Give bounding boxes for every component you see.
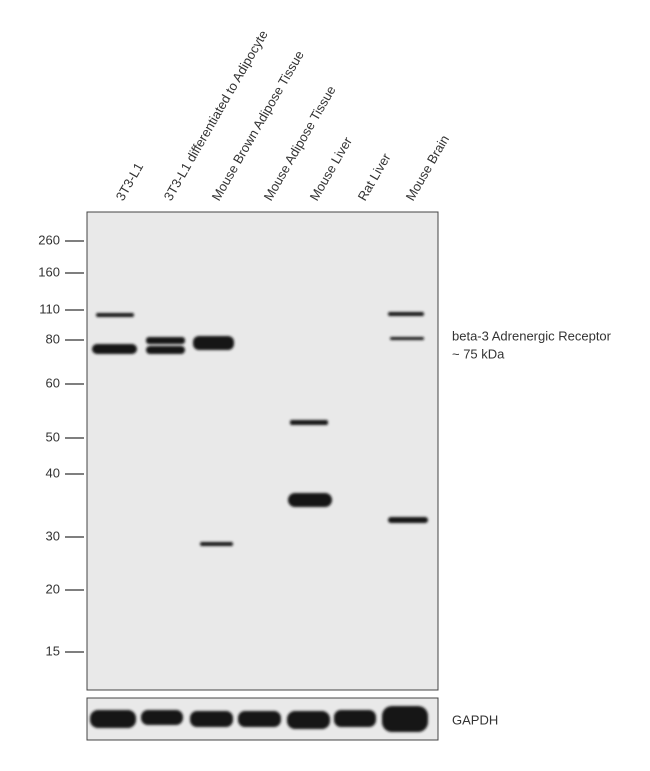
band (146, 346, 185, 354)
band (290, 420, 328, 425)
lane-label: 3T3-L1 (113, 160, 147, 203)
band (388, 312, 424, 316)
band (388, 517, 428, 523)
marker-label: 160 (38, 264, 60, 279)
band (146, 337, 185, 344)
band (238, 711, 281, 727)
marker-label: 110 (39, 301, 60, 316)
band (200, 542, 233, 546)
marker-label: 80 (46, 331, 60, 346)
band (90, 710, 136, 728)
lane-label: Mouse Liver (307, 134, 356, 203)
band (334, 710, 376, 727)
band (288, 493, 332, 507)
loading-control-label: GAPDH (452, 712, 498, 727)
marker-label: 20 (46, 581, 60, 596)
band (96, 313, 134, 317)
marker-label: 30 (46, 528, 60, 543)
marker-label: 40 (46, 465, 60, 480)
band (92, 344, 137, 354)
blot-membrane (86, 211, 439, 691)
target-size: ~ 75 kDa (452, 346, 505, 361)
band (193, 336, 234, 350)
lane-label: Rat Liver (355, 150, 394, 203)
target-name: beta-3 Adrenergic Receptor (452, 328, 612, 343)
band (287, 711, 330, 729)
bands (90, 312, 428, 732)
lane-label: Mouse Brown Adipose Tissue (209, 48, 307, 203)
marker-label: 50 (46, 429, 60, 444)
marker-label: 60 (46, 375, 60, 390)
band (382, 706, 428, 732)
band (390, 337, 424, 340)
band (141, 710, 183, 725)
marker-label: 260 (38, 232, 60, 247)
marker-label: 15 (46, 643, 60, 658)
band (190, 711, 233, 727)
lane-label: Mouse Brain (403, 133, 452, 204)
